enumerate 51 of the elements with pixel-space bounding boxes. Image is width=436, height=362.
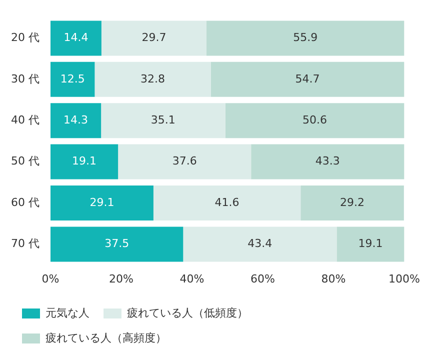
bar <box>50 185 154 221</box>
data-label: 19.1 <box>72 154 97 168</box>
data-label: 37.5 <box>104 237 130 250</box>
data-label: 14.3 <box>64 113 88 126</box>
y-tick-label: 40 代 <box>10 113 40 126</box>
data-label: 43.3 <box>315 154 340 168</box>
y-tick-label: 30 代 <box>10 72 40 86</box>
bar <box>183 226 337 262</box>
data-label: 54.7 <box>295 72 320 86</box>
x-tick-label: 80% <box>321 272 346 286</box>
bar <box>50 62 95 97</box>
data-label: 37.6 <box>172 154 197 168</box>
data-label: 32.8 <box>140 72 165 86</box>
data-label: 41.6 <box>214 196 240 209</box>
x-tick-label: 20% <box>109 272 134 286</box>
bar <box>206 20 404 56</box>
bar <box>118 144 252 180</box>
legend-label: 疲れている人（高頻度） <box>46 331 166 344</box>
data-label: 29.2 <box>340 196 365 209</box>
legend-label: 元気な人 <box>46 306 90 320</box>
bar <box>50 226 184 262</box>
x-tick-label: 60% <box>250 272 275 286</box>
x-tick-label: 40% <box>180 272 204 286</box>
bar <box>94 62 211 97</box>
data-label: 43.4 <box>248 237 272 250</box>
data-label: 29.1 <box>90 196 114 209</box>
bar <box>101 20 207 56</box>
y-tick-label: 60 代 <box>10 196 40 209</box>
data-label: 50.6 <box>302 113 328 126</box>
x-tick-label: 0% <box>42 272 60 286</box>
bar <box>210 62 404 97</box>
x-tick-label: 100% <box>388 272 420 286</box>
data-label: 14.4 <box>64 31 88 44</box>
bar <box>50 103 102 138</box>
y-tick-label: 50 代 <box>10 154 40 168</box>
bar <box>300 185 404 221</box>
data-label: 55.9 <box>293 31 318 44</box>
y-tick-label: 20 代 <box>10 31 40 44</box>
bar <box>251 144 404 180</box>
data-label: 29.7 <box>142 31 166 44</box>
bar <box>336 226 404 262</box>
bar <box>225 103 404 138</box>
data-label: 35.1 <box>150 113 176 126</box>
bar <box>101 103 226 138</box>
data-label: 19.1 <box>358 237 383 250</box>
bar <box>153 185 301 221</box>
data-label: 12.5 <box>60 72 85 86</box>
bar <box>50 144 118 180</box>
bar <box>50 20 102 56</box>
legend-label: 疲れている人（低頻度） <box>127 306 248 320</box>
y-tick-label: 70 代 <box>10 237 40 250</box>
